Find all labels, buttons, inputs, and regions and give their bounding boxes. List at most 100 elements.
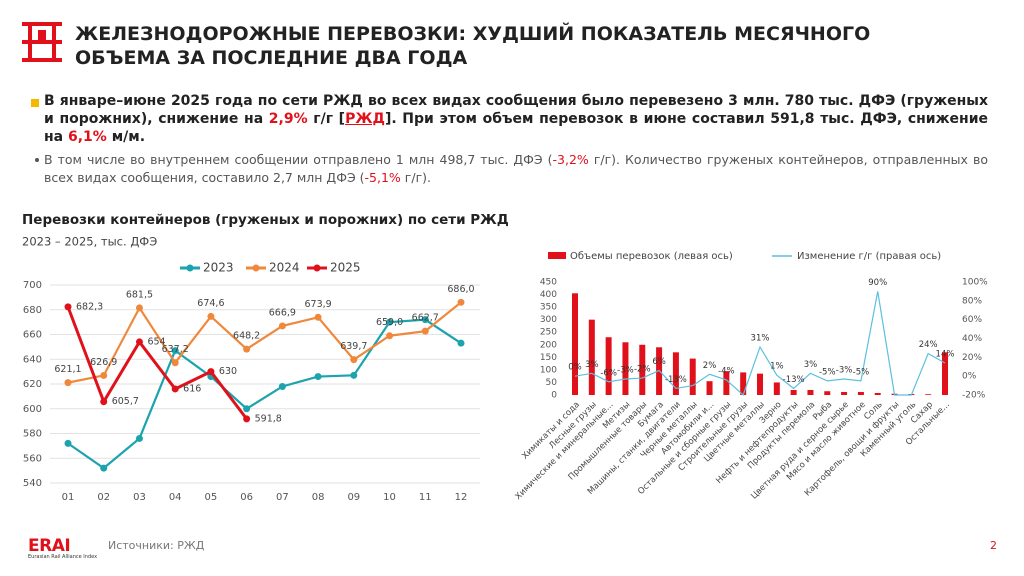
y-tick-label: 0 <box>551 391 557 401</box>
point <box>100 464 108 472</box>
data-label: 626,9 <box>90 357 117 368</box>
y-tick-label: 640 <box>23 354 42 365</box>
point <box>314 373 322 381</box>
point <box>171 359 179 367</box>
point <box>457 339 465 347</box>
logo-subtitle: Eurasian Rail Alliance Index <box>28 554 98 560</box>
bar <box>588 319 595 395</box>
data-label: -6% <box>600 368 617 378</box>
bar <box>857 391 864 395</box>
point <box>135 338 143 346</box>
y-tick-label: 250 <box>540 328 557 338</box>
bar <box>824 391 831 395</box>
x-tick-label: 06 <box>240 492 253 503</box>
point <box>207 312 215 320</box>
bar <box>841 391 848 395</box>
bar <box>572 293 578 395</box>
legend-marker <box>252 264 260 272</box>
highlight: -5,1% <box>364 170 401 185</box>
bar <box>790 389 797 395</box>
bar <box>740 372 747 395</box>
source-link[interactable]: РЖД <box>345 111 385 127</box>
y-tick-label: 560 <box>23 453 42 464</box>
bullet: В том числе во внутреннем сообщении отпр… <box>44 151 988 187</box>
y2-tick-label: 100% <box>962 278 988 288</box>
x-tick-label: 01 <box>62 492 75 503</box>
point <box>64 379 72 387</box>
y-tick-label: 680 <box>23 305 42 316</box>
point <box>278 382 286 390</box>
point <box>135 434 143 442</box>
data-label: -5% <box>819 367 836 377</box>
data-label: 616 <box>183 383 201 394</box>
bar <box>757 373 763 395</box>
y-tick-label: 200 <box>540 340 557 350</box>
data-label: 90% <box>868 278 887 288</box>
point <box>350 371 358 379</box>
data-label: 1% <box>770 362 784 372</box>
data-label: 2% <box>703 361 717 371</box>
data-label: 621,1 <box>54 364 81 375</box>
text: г/г). Количество груженых контейнеров, о… <box>44 152 988 185</box>
bar <box>622 342 629 395</box>
series-line <box>67 318 462 470</box>
data-label: 659,0 <box>376 317 403 328</box>
data-label: 0% <box>568 363 582 373</box>
bar <box>874 392 881 395</box>
point <box>100 398 108 406</box>
data-label: -2% <box>634 365 651 375</box>
point <box>171 347 179 355</box>
text: В январе–июне 2025 года по сети РЖД во в… <box>44 93 988 127</box>
x-tick-label: 03 <box>133 492 146 503</box>
data-label: -4% <box>718 366 735 376</box>
text: ]. При этом объем перевозок в июне соста… <box>44 111 989 145</box>
legend-label: Изменение г/г (правая ось) <box>797 251 941 262</box>
y-tick-label: 540 <box>23 478 42 489</box>
highlight: 2,9% <box>268 111 308 127</box>
point <box>457 298 465 306</box>
y-tick-label: 620 <box>23 379 42 390</box>
highlight: 6,1% <box>68 129 107 145</box>
text: В том числе во внутреннем сообщении отпр… <box>44 152 553 167</box>
bar <box>639 344 646 395</box>
series-line <box>67 301 462 384</box>
legend-label: Объемы перевозок (левая ось) <box>570 251 733 262</box>
data-label: 654 <box>147 336 165 347</box>
source: Источники: РЖД <box>108 539 205 552</box>
text: г/г [ <box>307 111 346 127</box>
title-line: ЖЕЛЕЗНОДОРОЖНЫЕ ПЕРЕВОЗКИ: ХУДШИЙ ПОКАЗА… <box>75 23 871 45</box>
y2-tick-label: 40% <box>962 334 982 344</box>
y2-tick-label: -20% <box>962 391 986 401</box>
point <box>421 327 429 335</box>
y-tick-label: 580 <box>23 429 42 440</box>
data-label: 686,0 <box>447 284 474 295</box>
y-tick-label: 100 <box>540 365 557 375</box>
bar <box>672 352 679 395</box>
point <box>135 304 143 312</box>
series-line <box>66 306 248 420</box>
y-tick-label: 300 <box>540 315 557 325</box>
data-label: 666,9 <box>269 307 296 318</box>
y-tick-label: 600 <box>23 404 42 415</box>
data-label: 605,7 <box>112 396 139 407</box>
data-label: -5% <box>853 367 870 377</box>
point <box>386 318 394 326</box>
text: г/г). <box>400 170 431 185</box>
data-label: 31% <box>751 333 770 343</box>
bullet: В январе–июне 2025 года по сети РЖД во в… <box>44 92 988 146</box>
logo: ERAI <box>28 536 71 556</box>
bar <box>925 394 932 395</box>
data-label: 3% <box>804 360 818 370</box>
legend-marker <box>313 264 321 272</box>
y2-tick-label: 0% <box>962 372 977 382</box>
y2-tick-label: 20% <box>962 353 982 363</box>
point <box>421 316 429 324</box>
bar <box>689 358 696 395</box>
point <box>386 332 394 340</box>
point <box>243 415 251 423</box>
data-label: 24% <box>919 340 938 350</box>
x-tick-label: 10 <box>383 492 396 503</box>
data-label: 648,2 <box>233 331 260 342</box>
data-label: 14% <box>936 349 955 359</box>
